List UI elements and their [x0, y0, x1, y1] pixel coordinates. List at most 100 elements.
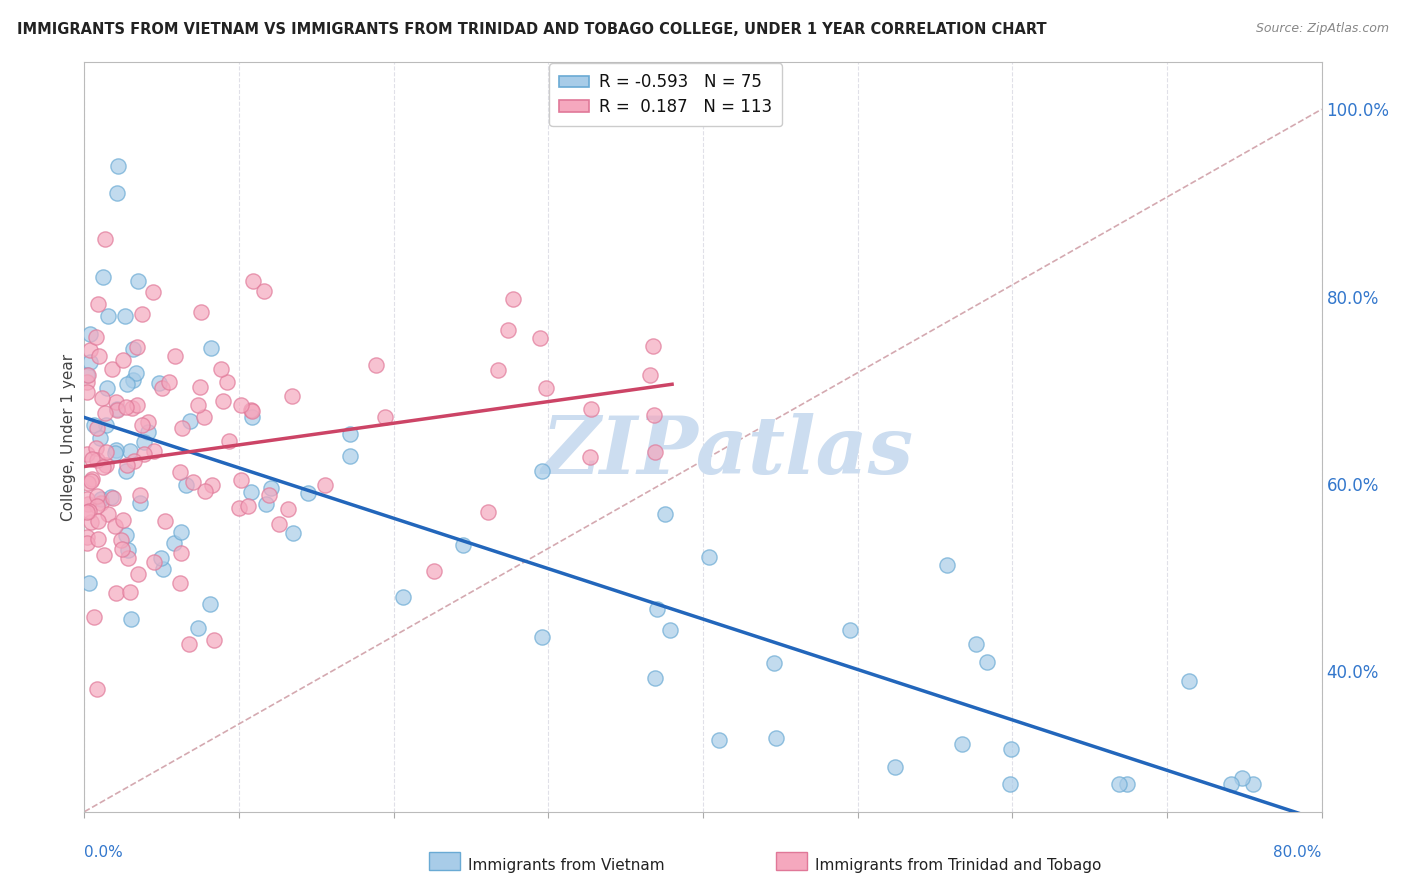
Point — [86, 682, 108, 697]
Point — [86, 499, 108, 513]
Point — [502, 293, 524, 307]
Point — [1220, 776, 1243, 791]
Text: 0.0%: 0.0% — [84, 846, 124, 861]
Point — [765, 731, 787, 745]
Point — [709, 733, 731, 747]
Point — [76, 491, 98, 506]
Point — [86, 453, 108, 467]
Point — [107, 159, 129, 173]
Point — [90, 491, 112, 506]
Point — [132, 447, 155, 461]
Point — [128, 488, 150, 502]
Point — [80, 474, 103, 488]
Point — [105, 586, 128, 600]
Point — [76, 385, 98, 400]
Point — [654, 507, 676, 521]
Point — [76, 368, 98, 383]
Point — [211, 393, 233, 408]
Point — [392, 591, 415, 605]
Point — [105, 403, 128, 417]
Point — [174, 477, 197, 491]
Point — [86, 297, 108, 311]
Point — [645, 602, 668, 616]
Point — [950, 737, 973, 751]
Text: Immigrants from Trinidad and Tobago: Immigrants from Trinidad and Tobago — [815, 858, 1102, 872]
Point — [142, 285, 165, 299]
Point — [238, 499, 260, 513]
Point — [86, 489, 108, 503]
Point — [498, 323, 520, 337]
Point — [240, 403, 263, 417]
Point — [76, 531, 98, 545]
Point — [117, 542, 139, 557]
Point — [94, 444, 117, 458]
Point — [86, 421, 108, 435]
Point — [76, 536, 98, 550]
Point — [117, 550, 139, 565]
Point — [94, 418, 117, 433]
Text: Source: ZipAtlas.com: Source: ZipAtlas.com — [1256, 22, 1389, 36]
Point — [529, 331, 551, 345]
Point — [215, 375, 238, 389]
Point — [87, 514, 110, 528]
Point — [1000, 742, 1022, 756]
Point — [104, 394, 127, 409]
Point — [314, 478, 336, 492]
Point — [976, 655, 998, 669]
Point — [1000, 776, 1022, 791]
Point — [152, 561, 174, 575]
Legend: R = -0.593   N = 75, R =  0.187   N = 113: R = -0.593 N = 75, R = 0.187 N = 113 — [550, 63, 783, 126]
Point — [1115, 776, 1137, 791]
Point — [87, 532, 110, 546]
Point — [170, 524, 193, 539]
Point — [936, 558, 959, 572]
Point — [122, 454, 145, 468]
Text: Immigrants from Vietnam: Immigrants from Vietnam — [468, 858, 665, 872]
Text: ZIPatlas: ZIPatlas — [541, 413, 914, 491]
Point — [240, 485, 263, 500]
Point — [240, 404, 263, 418]
Point — [179, 414, 201, 428]
Point — [228, 501, 250, 516]
Point — [79, 343, 101, 357]
Point — [281, 389, 304, 403]
Point — [105, 186, 128, 201]
Point — [579, 401, 602, 416]
Point — [644, 444, 666, 458]
Point — [965, 638, 987, 652]
Point — [1232, 771, 1254, 785]
Point — [111, 512, 134, 526]
Point — [534, 381, 557, 395]
Point — [101, 491, 124, 505]
Point — [80, 451, 103, 466]
Text: IMMIGRANTS FROM VIETNAM VS IMMIGRANTS FROM TRINIDAD AND TOBAGO COLLEGE, UNDER 1 : IMMIGRANTS FROM VIETNAM VS IMMIGRANTS FR… — [17, 22, 1046, 37]
Point — [579, 450, 602, 464]
Point — [94, 231, 117, 245]
Point — [169, 465, 191, 479]
Point — [104, 518, 127, 533]
Point — [699, 550, 721, 565]
Point — [838, 624, 860, 638]
Point — [91, 391, 114, 405]
Point — [93, 549, 115, 563]
Point — [118, 444, 141, 458]
Point — [89, 432, 111, 446]
Point — [115, 377, 138, 392]
Point — [157, 375, 180, 389]
Point — [121, 401, 143, 415]
Point — [531, 630, 554, 644]
Point — [112, 353, 135, 368]
Point — [163, 349, 186, 363]
Point — [188, 380, 211, 394]
Point — [91, 459, 114, 474]
Point — [339, 427, 361, 442]
Point — [94, 405, 117, 419]
Point — [169, 575, 191, 590]
Point — [179, 637, 201, 651]
Point — [77, 368, 100, 383]
Point — [194, 484, 217, 499]
Point — [90, 496, 112, 510]
Point — [364, 358, 387, 372]
Point — [110, 533, 132, 548]
Point — [132, 435, 155, 450]
